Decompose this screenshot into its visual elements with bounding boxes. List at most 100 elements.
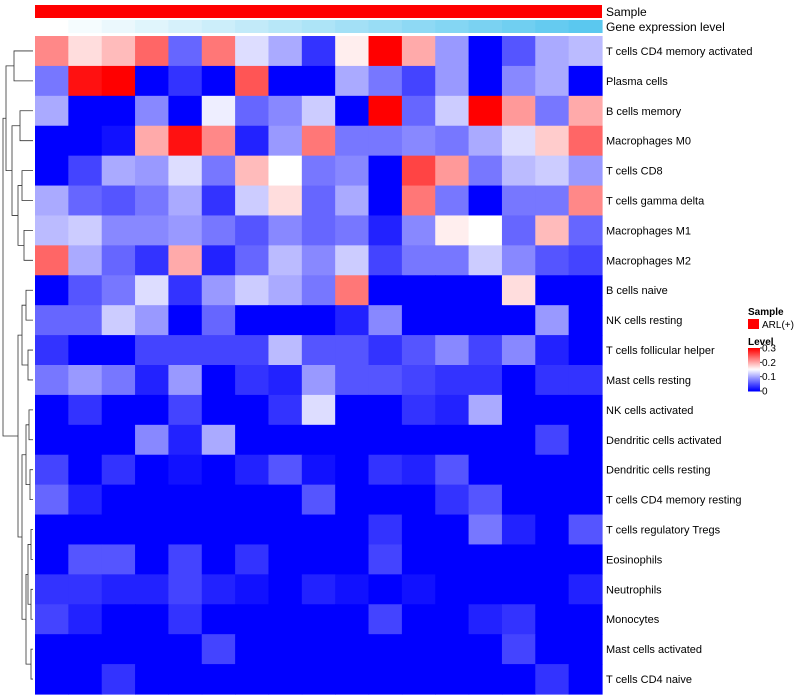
heatmap-cell — [235, 125, 270, 157]
heatmap-cell — [35, 574, 69, 605]
heatmap-cell — [35, 155, 69, 187]
heatmap-cell — [335, 36, 370, 67]
heatmap-cell — [35, 36, 69, 67]
heatmap-cell — [201, 245, 236, 276]
heatmap-cell — [68, 424, 103, 456]
heatmap-cell — [268, 394, 303, 426]
heatmap-cell — [235, 424, 270, 456]
heatmap-cell — [335, 484, 370, 516]
heatmap-cell — [101, 305, 136, 336]
heatmap-cell — [501, 574, 536, 605]
heatmap-cell — [335, 514, 370, 546]
heatmap-cell — [335, 365, 370, 396]
dendrogram-branch — [30, 588, 33, 620]
heatmap-cell — [501, 664, 536, 695]
heatmap-cell — [301, 185, 336, 217]
heatmap-cell — [101, 454, 136, 486]
heatmap-cell — [501, 275, 536, 306]
heatmap-cell — [335, 155, 370, 187]
heatmap-cell — [101, 365, 136, 396]
legend-gradient-step — [748, 369, 760, 372]
heatmap-cell — [401, 185, 436, 217]
heatmap-cell — [201, 65, 236, 97]
heatmap-cell — [535, 95, 570, 127]
heatmap-cell — [301, 215, 336, 246]
gene-expression-annotation-cell — [301, 20, 336, 33]
heatmap-cell — [168, 305, 203, 336]
row-label: T cells regulatory Tregs — [606, 525, 721, 537]
heatmap-cell — [201, 365, 236, 396]
heatmap-cell — [235, 365, 270, 396]
heatmap-cell — [101, 484, 136, 516]
heatmap-cell — [35, 215, 69, 246]
heatmap-cell — [468, 305, 503, 336]
heatmap-cell — [235, 335, 270, 366]
row-label: Mast cells activated — [606, 644, 702, 656]
legend-sample-swatch — [748, 319, 759, 329]
heatmap-cell — [335, 454, 370, 486]
heatmap-cell — [435, 424, 470, 456]
legend-gradient-step — [748, 380, 760, 382]
legend-gradient-step — [748, 366, 760, 368]
heatmap-cell — [401, 65, 436, 97]
heatmap-cell — [501, 335, 536, 366]
dendrogram-branch — [25, 573, 31, 665]
heatmap-cell — [68, 664, 103, 695]
heatmap-cell — [168, 484, 203, 516]
heatmap-cell — [568, 305, 603, 336]
heatmap-cell — [301, 65, 336, 97]
heatmap-cell — [268, 36, 303, 67]
heatmap-cell — [201, 454, 236, 486]
row-label: Macrophages M0 — [606, 136, 691, 148]
row-label: Dendritic cells activated — [606, 435, 722, 447]
legend-gradient-step — [748, 360, 760, 363]
heatmap-cell — [201, 185, 236, 217]
dendrogram-branch — [21, 304, 28, 366]
heatmap-cell — [435, 155, 470, 187]
heatmap-cell — [68, 275, 103, 306]
heatmap-cell — [468, 65, 503, 97]
heatmap-cell — [568, 185, 603, 217]
heatmap-cell — [468, 634, 503, 665]
heatmap-cell — [535, 604, 570, 635]
heatmap-cell — [201, 36, 236, 67]
legend-gradient-step — [748, 379, 760, 381]
heatmap-cell — [168, 275, 203, 306]
heatmap-cell — [301, 544, 336, 575]
heatmap-cell — [468, 36, 503, 67]
legend-gradient-step — [748, 381, 760, 383]
heatmap-cell — [535, 335, 570, 366]
heatmap-cell — [35, 664, 69, 695]
heatmap-cell — [35, 604, 69, 635]
heatmap-cell — [501, 305, 536, 336]
dendrogram-branch — [25, 289, 33, 321]
heatmap-cell — [268, 185, 303, 217]
heatmap-cell — [501, 424, 536, 456]
heatmap-cell — [468, 454, 503, 486]
heatmap-cell — [235, 275, 270, 306]
legend-gradient-step — [748, 375, 760, 378]
heatmap-cell — [568, 155, 603, 187]
heatmap-cell — [568, 544, 603, 575]
row-label: Monocytes — [606, 614, 660, 626]
heatmap-cell — [468, 125, 503, 157]
row-label: Dendritic cells resting — [606, 465, 711, 477]
dendrogram-branch — [21, 454, 26, 620]
heatmap-cell — [401, 484, 436, 516]
heatmap-cell — [168, 36, 203, 67]
legend-gradient-step — [748, 350, 760, 352]
heatmap-cell — [168, 424, 203, 456]
heatmap-cell — [468, 155, 503, 187]
legend-tick-label: 0.1 — [762, 372, 776, 383]
heatmap-cell — [368, 185, 403, 217]
heatmap-cell — [568, 604, 603, 635]
legend-gradient-step — [748, 352, 760, 354]
heatmap-cell — [68, 245, 103, 276]
heatmap-cell — [568, 335, 603, 366]
heatmap-cell — [68, 125, 103, 157]
heatmap-cell — [101, 514, 136, 546]
heatmap-cell — [401, 335, 436, 366]
heatmap-cell — [468, 245, 503, 276]
heatmap-cell — [268, 664, 303, 695]
heatmap-cell — [268, 514, 303, 546]
